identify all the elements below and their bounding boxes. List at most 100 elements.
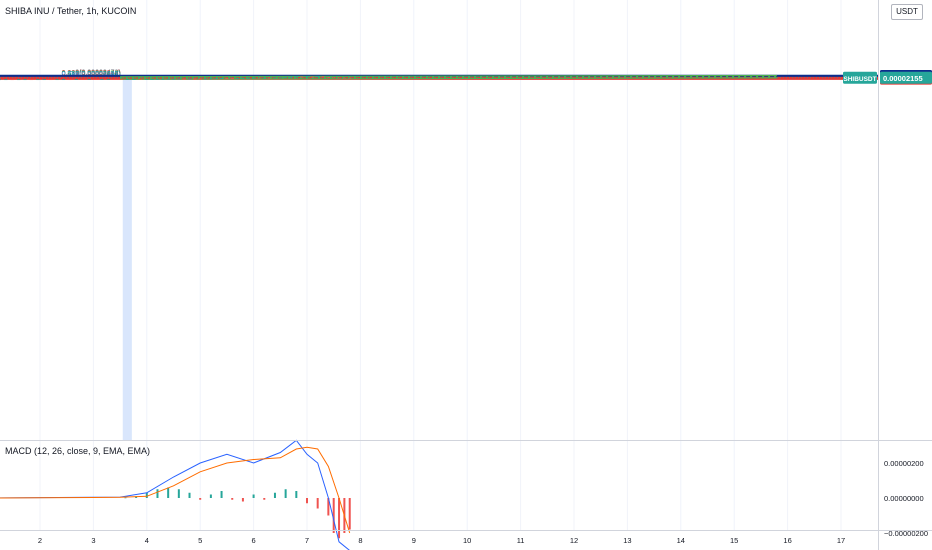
candle-body-49 <box>273 77 277 79</box>
macd-hist-bar-11 <box>241 498 244 502</box>
price-labels: 0.000038750.000034920.000018340.00001378… <box>0 70 932 85</box>
candle-body-55 <box>305 76 309 78</box>
x-tick-14: 14 <box>677 536 685 545</box>
x-tick-11: 11 <box>517 536 525 545</box>
fibonacci-retracement[interactable]: 0(0.00003472)0.236(0.00002844)0.382(0.00… <box>62 69 878 440</box>
candle-body-63 <box>348 77 352 79</box>
candle-body-22 <box>125 79 130 80</box>
candle-body-2 <box>0 79 2 81</box>
candle-body-7 <box>29 79 34 81</box>
candle-body-56 <box>310 76 314 78</box>
candle-body-34 <box>193 78 197 80</box>
macd-hist-bar-9 <box>220 491 223 498</box>
x-tick-9: 9 <box>412 536 416 545</box>
macd-series <box>0 439 351 550</box>
candle-body-4 <box>10 79 14 81</box>
fib-label-0-618: 0.618(0.00001828) <box>62 71 121 78</box>
candle-body-43 <box>241 78 245 79</box>
candle-body-35 <box>198 78 202 80</box>
candle-body-53 <box>294 76 298 78</box>
macd-hist-bar-16 <box>295 491 298 498</box>
x-tick-8: 8 <box>358 536 362 545</box>
fib-label-0: 0(0.00003472) <box>75 69 121 76</box>
x-tick-12: 12 <box>570 536 578 545</box>
macd-hist-bar-20 <box>332 498 335 533</box>
macd-hist-bar-21 <box>338 498 341 539</box>
x-tick-7: 7 <box>305 536 309 545</box>
candle-body-18 <box>100 79 104 80</box>
x-tick-15: 15 <box>730 536 738 545</box>
channel-middle-line <box>120 75 777 79</box>
candle-body-39 <box>219 78 224 79</box>
candle-body-13 <box>68 79 72 81</box>
macd-hist-bar-19 <box>327 498 330 516</box>
candle-body-54 <box>300 76 304 78</box>
macd-hist-bar-4 <box>167 487 170 498</box>
macd-hist-bar-3 <box>156 489 159 498</box>
last-price-label: 0.00002155 <box>883 74 923 83</box>
x-tick-3: 3 <box>91 536 95 545</box>
x-tick-6: 6 <box>252 536 256 545</box>
candle-body-44 <box>246 77 250 79</box>
candle-body-31 <box>177 78 181 80</box>
macd-title: MACD (12, 26, close, 9, EMA, EMA) <box>5 446 151 456</box>
candle-body-14 <box>74 79 78 80</box>
candle-body-15 <box>81 79 85 80</box>
macd-hist-bar-14 <box>273 492 276 498</box>
macd-hist-bar-12 <box>252 494 255 498</box>
macd-y-tick-0: 0.00000200 <box>884 459 924 468</box>
candle-body-5 <box>17 79 21 81</box>
macd-hist-bar-10 <box>231 498 234 500</box>
x-tick-5: 5 <box>198 536 202 545</box>
candle-body-41 <box>230 78 234 79</box>
candle-body-48 <box>268 77 272 79</box>
candle-body-57 <box>316 76 320 78</box>
candle-body-24 <box>138 79 142 80</box>
channel-lower-line <box>120 77 777 80</box>
candle-body-36 <box>203 78 208 80</box>
candle-body-40 <box>225 78 229 79</box>
chart-title: SHIBA INU / Tether, 1h, KUCOIN <box>5 6 137 16</box>
candle-body-28 <box>161 78 165 80</box>
candle-body-12 <box>61 79 66 81</box>
macd-y-tick-1: 0.00000000 <box>884 494 924 503</box>
x-tick-2: 2 <box>38 536 42 545</box>
currency-button[interactable]: USDT <box>891 4 923 20</box>
fib-label-0-236: 0.236(0.00002844) <box>62 70 121 77</box>
candle-body-21 <box>119 79 123 80</box>
candle-body-30 <box>171 78 176 80</box>
candle-body-52 <box>289 76 293 78</box>
candle-body-23 <box>132 79 136 80</box>
macd-hist-bar-18 <box>316 498 319 509</box>
candle-body-32 <box>182 78 186 80</box>
candle-body-19 <box>106 79 110 80</box>
candle-body-45 <box>252 77 256 79</box>
macd-signal-line <box>0 446 351 534</box>
macd-hist-bar-2 <box>145 492 148 498</box>
candle-body-37 <box>209 78 213 80</box>
trend-channel[interactable] <box>120 74 777 80</box>
candle-body-3 <box>4 79 8 81</box>
candle-body-38 <box>214 78 218 80</box>
macd-hist-bar-8 <box>209 494 212 498</box>
last-price-tag <box>880 71 932 84</box>
candle-body-20 <box>113 79 117 80</box>
macd-hist-bar-23 <box>348 498 351 530</box>
macd-hist-bar-0 <box>124 497 127 499</box>
macd-hist-bar-13 <box>263 498 266 500</box>
candle-body-33 <box>187 78 192 80</box>
macd-hist-bar-6 <box>188 492 191 498</box>
fib-zone-extension <box>122 79 132 440</box>
candle-body-9 <box>42 79 46 81</box>
macd-hist-bar-15 <box>284 489 287 498</box>
candle-body-10 <box>49 79 53 81</box>
candle-body-42 <box>235 78 240 79</box>
x-tick-16: 16 <box>783 536 791 545</box>
candle-body-17 <box>93 79 98 80</box>
symbol-label: SHIBUSDT <box>843 76 876 83</box>
fib-label-0-5: 0.5(0.00002142) <box>69 71 120 78</box>
candle-body-26 <box>150 79 154 80</box>
candle-body-59 <box>326 77 330 78</box>
macd-hist-bar-17 <box>306 498 308 504</box>
